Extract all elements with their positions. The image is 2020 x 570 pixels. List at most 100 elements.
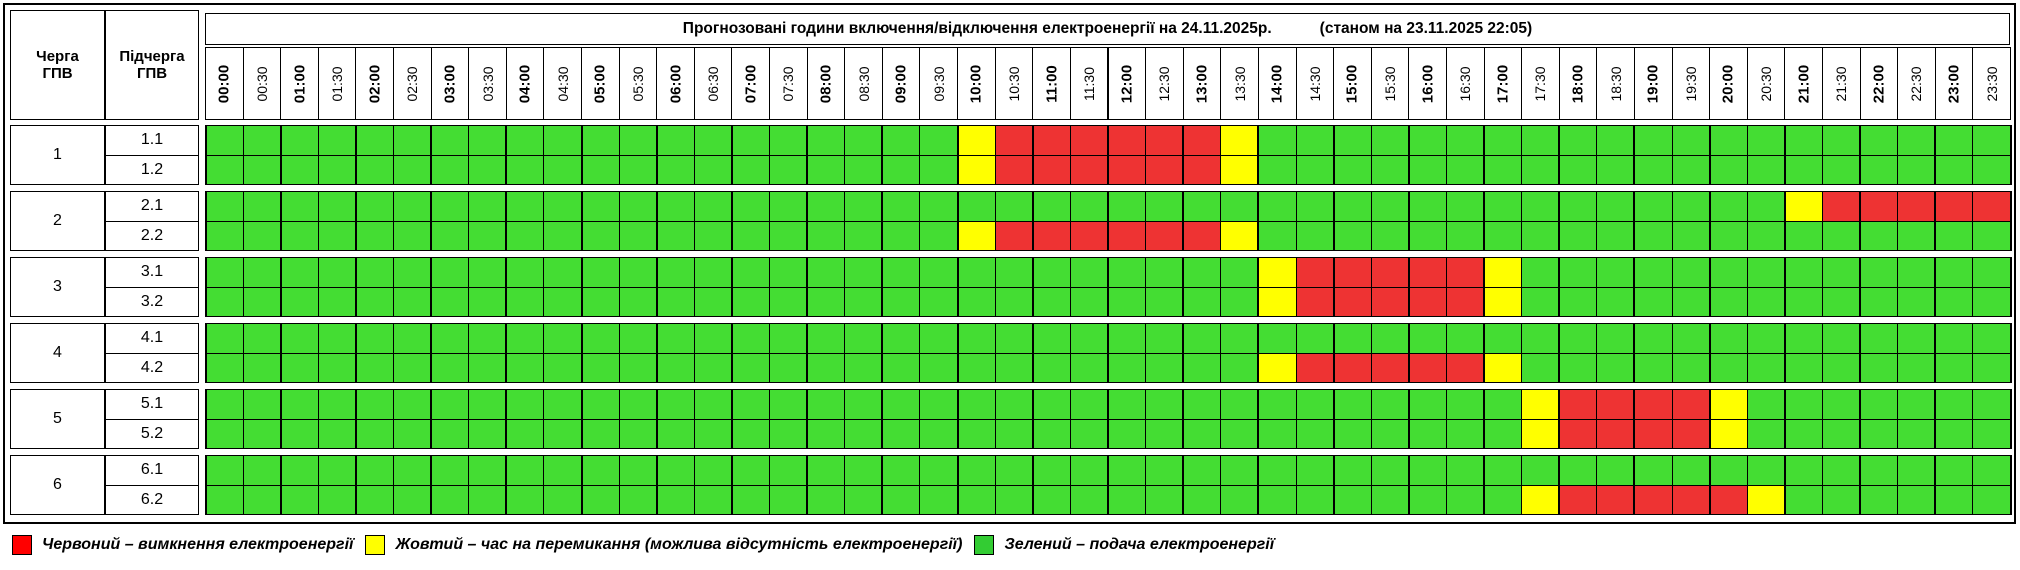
slot-red [1671,389,1711,420]
queue-cell: 4 [10,323,105,383]
slot-green [806,323,846,354]
time-slot-label: 20:00 [1709,47,1748,120]
hour-divider [1257,455,1260,515]
time-slot-label: 09:00 [881,47,921,120]
slot-green [881,286,921,317]
slot-green [317,484,357,515]
slot-green [430,418,470,449]
hour-divider [505,389,508,449]
time-slot-label: 17:00 [1483,47,1523,120]
hour-divider [1859,257,1862,317]
slot-green [957,418,996,449]
slot-green [618,484,658,515]
hour-divider [1407,455,1410,515]
slot-green [430,455,470,486]
slot-green [957,191,996,222]
hour-divider [1257,191,1260,251]
slot-green [1257,154,1297,185]
hour-divider [354,323,357,383]
time-slot-label: 05:30 [618,47,658,120]
slot-green [1182,455,1222,486]
title-text: Прогнозовані години включення/відключенн… [682,20,1272,37]
slot-green [581,191,620,222]
slot-green [881,125,921,156]
slot-green [1483,125,1523,156]
hour-divider [2009,191,2012,251]
slot-green [1633,220,1673,251]
slot-green [693,154,733,185]
slot-green [1746,220,1786,251]
hour-divider [354,257,357,317]
slot-green [1633,352,1673,383]
time-slot-label: 08:00 [806,47,846,120]
slot-green [1069,484,1109,515]
slot-green [881,389,921,420]
hour-divider [1107,323,1109,383]
slot-green [468,220,507,251]
hour-divider [655,257,658,317]
time-slot-text: 06:00 [667,64,685,103]
subqueue-label: 2.1 [140,197,164,215]
time-slot-text: 08:30 [855,65,872,102]
legend-green-label: Зелений – подача електроенергії [1004,536,1275,553]
hour-divider [1558,323,1561,383]
slot-green [1220,191,1259,222]
subqueue-label: 2.2 [140,226,164,244]
hour-divider [1483,323,1486,383]
slot-green [581,352,620,383]
slot-green [505,154,545,185]
hour-divider [430,257,433,317]
hour-divider [580,125,583,185]
slot-green [769,286,808,317]
time-slot-text: 14:30 [1306,65,1323,102]
slot-green [1596,352,1635,383]
slot-green [280,191,319,222]
slot-green [656,220,695,251]
slot-green [1746,418,1786,449]
hour-divider [1633,125,1636,185]
hour-divider [730,125,733,185]
queue-label: 1 [53,146,62,163]
time-slot-text: 19:00 [1644,64,1662,103]
hour-divider [1332,323,1335,383]
slot-green [656,323,695,354]
slot-green [205,323,244,354]
slot-green [1934,220,1974,251]
status-text: (станом на 23.11.2025 22:05) [1319,20,1533,37]
slot-green [806,125,846,156]
slot-green [280,125,319,156]
slot-green [317,418,357,449]
slot-green [1257,323,1297,354]
slot-green [1182,323,1222,354]
hour-divider [806,455,809,515]
time-slot-label: 10:00 [957,47,996,120]
time-slot-text: 04:30 [554,65,571,102]
slot-green [1408,455,1447,486]
slot-green [731,286,771,317]
slot-green [355,191,394,222]
slot-green [505,220,545,251]
time-slot-label: 16:00 [1408,47,1447,120]
time-slot-label: 06:30 [693,47,733,120]
time-slot-label: 11:30 [1069,47,1109,120]
slot-red [1445,286,1485,317]
slot-red [1859,191,1899,222]
slot-green [393,418,432,449]
slot-green [731,455,771,486]
time-slot-label: 23:00 [1934,47,1974,120]
hour-divider [1783,455,1786,515]
slot-green [618,323,658,354]
hour-divider [881,257,884,317]
slot-green [1859,418,1899,449]
slot-green [656,154,695,185]
slot-green [393,484,432,515]
hour-divider [204,191,207,251]
slot-green [1333,323,1372,354]
slot-green [1934,418,1974,449]
slot-red [1145,125,1184,156]
slot-green [1746,455,1786,486]
slot-green [656,418,695,449]
slot-green [693,455,733,486]
slot-green [1145,455,1184,486]
schedule-frame [3,3,2016,524]
